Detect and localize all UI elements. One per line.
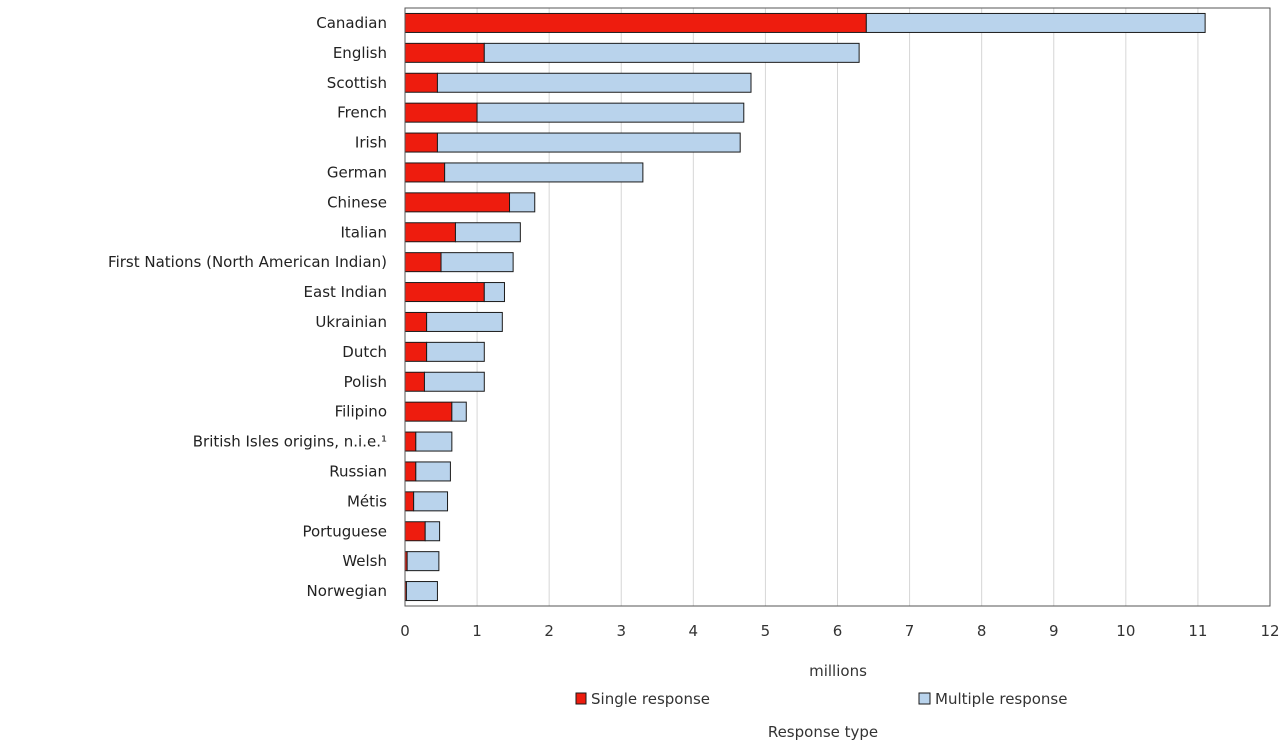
category-labels: Canadian English Scottish French Irish German…: [108, 14, 387, 600]
x-tick-label: 2: [544, 622, 554, 640]
x-tick-labels: 0 1 2 3 4 5 6 7 8 9 10 11 12: [400, 622, 1279, 640]
bar-single-response: [404, 72, 438, 93]
bar-multiple-response: [436, 72, 752, 93]
category-label: Scottish: [327, 74, 387, 92]
category-label: Ukrainian: [315, 313, 387, 331]
bar-multiple-response: [405, 581, 438, 602]
category-label: Dutch: [342, 343, 387, 361]
bar-multiple-response: [440, 252, 514, 273]
x-tick-label: 8: [977, 622, 987, 640]
x-tick-label: 12: [1260, 622, 1279, 640]
bar-multiple-response: [415, 461, 451, 482]
legend-title: Response type: [768, 723, 878, 741]
x-tick-label: 4: [689, 622, 699, 640]
category-label: British Isles origins, n.i.e.¹: [193, 433, 387, 451]
bar-multiple-response: [426, 341, 485, 362]
bar-multiple-response: [509, 192, 536, 213]
bar-single-response: [404, 341, 428, 362]
category-label: Welsh: [342, 552, 387, 570]
bar-multiple-response: [424, 521, 441, 542]
bar-single-response: [404, 162, 446, 183]
gridlines: [476, 8, 1199, 606]
bar-single-response: [404, 42, 485, 63]
category-label: German: [327, 163, 387, 181]
x-axis-title: millions: [809, 662, 867, 680]
bar-single-response: [404, 12, 867, 33]
bar-multiple-response: [413, 491, 449, 512]
category-label: Métis: [347, 492, 387, 510]
legend-swatch-single-response: [575, 692, 587, 705]
category-label: Norwegian: [307, 582, 387, 600]
bar-single-response: [404, 132, 438, 153]
x-tick-label: 5: [761, 622, 771, 640]
bar-multiple-response: [423, 371, 485, 392]
bar-multiple-response: [426, 311, 503, 332]
bar-single-response: [404, 222, 456, 243]
x-tick-label: 6: [833, 622, 843, 640]
bar-multiple-response: [865, 12, 1206, 33]
bar-multiple-response: [415, 431, 453, 452]
category-label: Filipino: [335, 403, 387, 421]
category-label: Irish: [355, 134, 387, 152]
category-label: Chinese: [327, 193, 387, 211]
bar-single-response: [404, 401, 453, 422]
bar-multiple-response: [483, 42, 860, 63]
bar-single-response: [404, 431, 417, 452]
bar-single-response: [404, 282, 485, 303]
bar-multiple-response: [451, 401, 467, 422]
legend-swatch-multiple-response: [918, 692, 931, 705]
bar-multiple-response: [444, 162, 644, 183]
bar-multiple-response: [476, 102, 745, 123]
category-label: Portuguese: [302, 522, 387, 540]
bar-single-response: [404, 491, 415, 512]
legend-label-single-response: Single response: [591, 690, 710, 708]
bar-single-response: [404, 371, 425, 392]
x-tick-label: 9: [1049, 622, 1059, 640]
bar-single-response: [404, 521, 426, 542]
x-tick-label: 11: [1188, 622, 1207, 640]
x-tick-label: 10: [1116, 622, 1135, 640]
legend: Single response Multiple response Respon…: [575, 690, 1067, 741]
legend-label-multiple-response: Multiple response: [935, 690, 1067, 708]
category-label: Russian: [329, 462, 387, 480]
bar-single-response: [404, 252, 442, 273]
bar-single-response: [404, 311, 428, 332]
category-label: Polish: [344, 373, 387, 391]
category-label: French: [337, 104, 387, 122]
x-tick-label: 3: [616, 622, 626, 640]
category-label: Canadian: [316, 14, 387, 32]
bar-multiple-response: [483, 282, 505, 303]
category-label: Italian: [340, 223, 387, 241]
x-tick-label: 1: [472, 622, 482, 640]
bar-single-response: [404, 192, 511, 213]
bar-multiple-response: [436, 132, 741, 153]
bar-multiple-response: [454, 222, 521, 243]
category-label: English: [333, 44, 387, 62]
category-label: First Nations (North American Indian): [108, 253, 387, 271]
x-tick-label: 7: [905, 622, 915, 640]
x-tick-label: 0: [400, 622, 410, 640]
plot-frame: [404, 7, 1271, 607]
bar-multiple-response: [406, 551, 440, 572]
bar-single-response: [404, 102, 478, 123]
bar-single-response: [404, 461, 417, 482]
category-label: East Indian: [304, 283, 387, 301]
bars: [404, 12, 1206, 602]
